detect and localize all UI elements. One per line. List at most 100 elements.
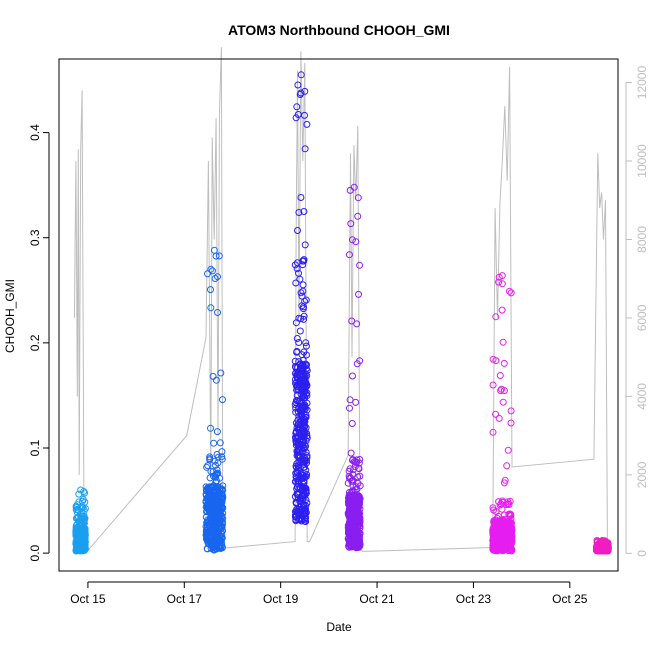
data-point bbox=[75, 522, 83, 530]
data-point bbox=[213, 470, 221, 478]
data-point bbox=[217, 369, 225, 377]
data-point bbox=[296, 275, 304, 283]
chart-title: ATOM3 Northbound CHOOH_GMI bbox=[228, 22, 450, 38]
data-point bbox=[210, 546, 218, 554]
data-point bbox=[348, 420, 356, 427]
data-point bbox=[352, 238, 360, 246]
data-point bbox=[300, 402, 308, 410]
data-point bbox=[73, 539, 81, 547]
x-tick-label: Oct 19 bbox=[263, 592, 299, 606]
data-point bbox=[301, 441, 309, 449]
data-point bbox=[204, 493, 212, 501]
data-point bbox=[498, 280, 506, 288]
y2-tick-label: 12000 bbox=[635, 66, 649, 100]
data-point bbox=[72, 541, 80, 549]
data-point bbox=[498, 385, 505, 393]
data-point bbox=[489, 542, 497, 550]
data-point bbox=[79, 520, 87, 528]
data-point bbox=[499, 338, 507, 346]
data-point bbox=[215, 252, 223, 260]
data-point bbox=[298, 383, 306, 391]
x-axis: Oct 15 Oct 17 Oct 19 Oct 21 Oct 23 Oct 25 bbox=[70, 581, 588, 606]
data-point bbox=[207, 265, 215, 273]
data-point bbox=[350, 183, 358, 191]
data-point bbox=[297, 71, 305, 79]
data-point bbox=[75, 498, 83, 506]
data-point bbox=[295, 443, 303, 451]
data-point bbox=[297, 407, 304, 415]
data-point bbox=[302, 296, 310, 304]
data-point bbox=[215, 533, 223, 541]
data-point bbox=[346, 494, 354, 502]
y2-tick-label: 2000 bbox=[635, 461, 649, 488]
y-tick-label: 0.1 bbox=[28, 439, 42, 456]
data-point bbox=[345, 500, 352, 508]
data-point bbox=[508, 536, 516, 544]
data-point bbox=[498, 497, 506, 505]
data-point bbox=[349, 372, 356, 380]
data-point bbox=[301, 394, 309, 402]
data-point bbox=[504, 542, 512, 550]
data-point bbox=[303, 120, 311, 128]
data-point bbox=[352, 514, 360, 522]
data-point bbox=[492, 313, 500, 321]
data-point bbox=[300, 388, 308, 395]
data-point bbox=[494, 512, 502, 520]
data-point bbox=[498, 306, 506, 314]
series-5 bbox=[489, 272, 516, 555]
altitude-layer bbox=[73, 47, 608, 555]
x-axis-label: Date bbox=[326, 620, 352, 634]
data-point bbox=[346, 404, 353, 412]
data-point bbox=[77, 505, 85, 513]
data-point bbox=[301, 459, 308, 466]
data-point bbox=[299, 414, 307, 422]
data-point bbox=[293, 490, 301, 498]
data-point bbox=[296, 327, 304, 335]
data-point bbox=[348, 317, 356, 325]
data-point bbox=[354, 212, 362, 220]
data-point bbox=[492, 357, 500, 365]
data-point bbox=[508, 546, 516, 553]
data-point bbox=[354, 473, 362, 481]
data-point bbox=[299, 426, 307, 434]
data-point bbox=[347, 449, 355, 457]
data-point bbox=[353, 320, 361, 328]
plot-frame bbox=[58, 58, 619, 572]
data-point bbox=[347, 528, 354, 536]
data-point bbox=[300, 437, 308, 445]
data-point bbox=[206, 495, 213, 503]
data-point bbox=[295, 452, 303, 460]
x-tick-label: Oct 25 bbox=[552, 592, 588, 606]
data-point bbox=[495, 414, 503, 422]
data-point bbox=[299, 281, 307, 289]
data-point bbox=[295, 339, 303, 346]
data-point bbox=[80, 529, 88, 537]
data-point bbox=[500, 359, 508, 367]
data-point bbox=[219, 527, 226, 535]
x-tick-label: Oct 21 bbox=[359, 592, 395, 606]
data-point bbox=[507, 407, 515, 415]
data-point bbox=[299, 257, 307, 265]
data-point bbox=[218, 522, 226, 530]
data-point bbox=[291, 261, 299, 269]
y-axis-label: CHOOH_GMI bbox=[3, 279, 17, 353]
data-point bbox=[505, 517, 513, 525]
data-point bbox=[211, 275, 219, 282]
data-point bbox=[504, 519, 512, 526]
data-point bbox=[506, 287, 513, 295]
y2-axis: 0 2000 4000 6000 8000 10000 12000 bbox=[625, 66, 649, 557]
data-point bbox=[352, 531, 360, 539]
data-point bbox=[294, 477, 302, 485]
data-point bbox=[218, 541, 226, 549]
data-point bbox=[296, 361, 304, 369]
data-point bbox=[207, 304, 215, 312]
y2-tick-label: 4000 bbox=[635, 383, 649, 410]
data-point bbox=[507, 419, 515, 427]
data-point bbox=[349, 509, 357, 517]
y2-tick-label: 0 bbox=[635, 550, 649, 557]
data-point bbox=[208, 504, 216, 512]
data-point bbox=[208, 542, 216, 550]
data-point bbox=[496, 372, 504, 379]
data-point bbox=[292, 279, 300, 287]
data-point bbox=[291, 513, 299, 521]
